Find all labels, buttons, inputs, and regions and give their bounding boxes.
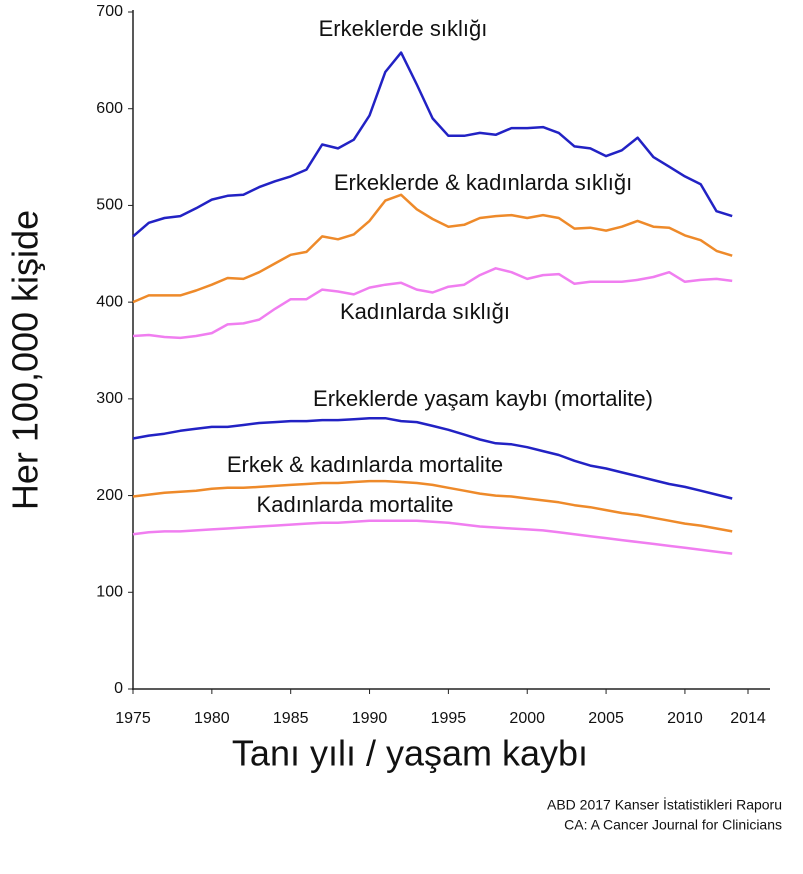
- series-line: [132, 519, 733, 555]
- series-line: [132, 51, 733, 238]
- x-tick-label: 1990: [352, 710, 388, 727]
- x-tick-label: 2010: [667, 710, 703, 727]
- x-tick-label: 1995: [431, 710, 467, 727]
- series-label: Kadınlarda sıklığı: [340, 299, 510, 324]
- y-tick-label: 500: [96, 197, 123, 214]
- x-tick-label: 1975: [115, 710, 151, 727]
- series-label: Kadınlarda mortalite: [257, 492, 454, 517]
- series-line: [132, 267, 733, 340]
- x-tick-label: 1985: [273, 710, 309, 727]
- y-tick-label: 700: [96, 3, 123, 20]
- x-tick-label: 2014: [730, 710, 766, 727]
- x-axis-title: Tanı yılı / yaşam kaybı: [232, 733, 588, 774]
- y-tick-label: 100: [96, 584, 123, 601]
- x-tick-label: 1980: [194, 710, 230, 727]
- series-label: Erkeklerde sıklığı: [319, 16, 488, 41]
- series-label: Erkeklerde yaşam kaybı (mortalite): [313, 386, 653, 411]
- y-tick-label: 400: [96, 293, 123, 310]
- y-tick-label: 200: [96, 487, 123, 504]
- series-line: [132, 193, 733, 304]
- series-label: Erkek & kadınlarda mortalite: [227, 452, 503, 477]
- y-tick-label: 300: [96, 390, 123, 407]
- source: CA: A Cancer Journal for Clinicians: [564, 817, 782, 833]
- y-tick-label: 0: [114, 680, 123, 697]
- x-tick-label: 2000: [509, 710, 545, 727]
- series-line: [132, 479, 733, 533]
- source: ABD 2017 Kanser İstatistikleri Raporu: [547, 796, 782, 813]
- series-label: Erkeklerde & kadınlarda sıklığı: [334, 170, 632, 195]
- y-axis-title: Her 100,000 kişide: [5, 210, 46, 510]
- y-tick-label: 600: [96, 100, 123, 117]
- series-line: [132, 416, 733, 500]
- x-tick-label: 2005: [588, 710, 624, 727]
